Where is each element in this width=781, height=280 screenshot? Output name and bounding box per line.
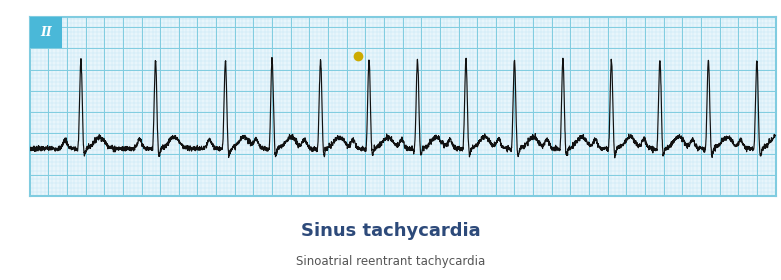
Text: Sinus tachycardia: Sinus tachycardia — [301, 222, 480, 240]
Bar — [30, 17, 62, 48]
Text: II: II — [40, 26, 52, 39]
Text: Sinoatrial reentrant tachycardia: Sinoatrial reentrant tachycardia — [296, 255, 485, 268]
